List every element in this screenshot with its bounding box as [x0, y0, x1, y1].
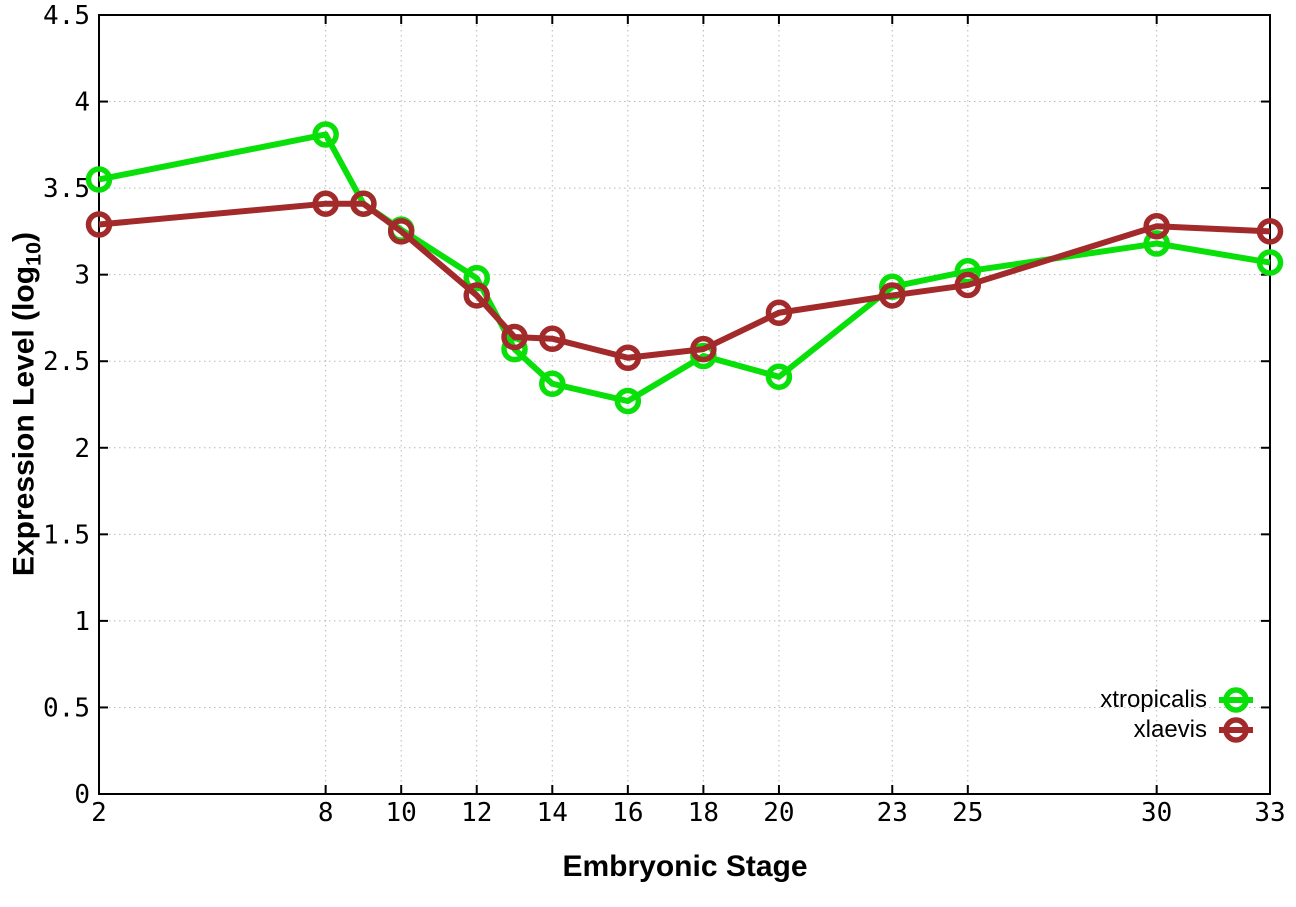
legend-item-xtropicalis: xtropicalis [1100, 685, 1254, 715]
svg-text:23: 23 [877, 798, 908, 828]
svg-text:4: 4 [74, 88, 90, 118]
plot-border [98, 14, 1271, 795]
data-point-xlaevis-stage-23 [879, 282, 906, 309]
data-point-xlaevis-stage-10 [387, 218, 415, 245]
svg-text:3: 3 [74, 261, 90, 291]
legend-item-xlaevis: xlaevis [1134, 715, 1254, 745]
svg-text:0: 0 [74, 780, 90, 810]
svg-text:3.5: 3.5 [43, 174, 90, 204]
svg-text:2: 2 [91, 798, 107, 828]
svg-text:2.5: 2.5 [43, 347, 90, 377]
svg-text:10: 10 [386, 798, 417, 828]
series-xlaevis [85, 190, 1284, 372]
x-tick-labels: 2 8 10 12 14 16 18 20 23 25 30 33 [91, 798, 1285, 828]
data-point-xtropicalis-stage-30 [1143, 230, 1170, 257]
y-axis-label-subscript: 10 [20, 241, 46, 266]
legend: xtropicalis xlaevis [1100, 685, 1254, 745]
svg-text:16: 16 [612, 798, 643, 828]
svg-text:30: 30 [1141, 798, 1172, 828]
data-point-xtropicalis-stage-25 [954, 257, 982, 285]
y-tick-labels: 0 0.5 1 1.5 2 2.5 3 3.5 4 4.5 [43, 1, 90, 810]
svg-text:1.5: 1.5 [43, 520, 90, 550]
svg-text:1: 1 [74, 607, 90, 637]
y-axis-label-suffix: ) [7, 231, 41, 242]
data-point-xtropicalis-stage-8 [312, 121, 339, 148]
line-open-circle-marker-icon [1219, 687, 1253, 713]
data-point-xtropicalis-stage-12 [463, 264, 490, 292]
data-point-xlaevis-stage-25 [954, 271, 982, 299]
svg-text:25: 25 [952, 798, 983, 828]
series-xtropicalis [85, 121, 1284, 415]
data-point-xtropicalis-stage-16 [614, 387, 642, 415]
data-point-xlaevis-stage-2 [85, 211, 113, 238]
data-point-xlaevis-stage-12 [463, 282, 490, 309]
svg-text:20: 20 [763, 798, 794, 828]
data-point-xtropicalis-stage-20 [765, 363, 793, 391]
gridlines [99, 15, 1270, 794]
svg-text:12: 12 [461, 798, 492, 828]
data-point-xlaevis-stage-18 [690, 335, 717, 363]
series-line-xlaevis [98, 200, 1271, 361]
data-point-xtropicalis-stage-14 [539, 370, 566, 397]
data-point-xlaevis-stage-33 [1256, 218, 1284, 245]
tick-marks [98, 14, 1271, 795]
svg-text:33: 33 [1254, 798, 1285, 828]
svg-text:18: 18 [688, 798, 719, 828]
svg-text:14: 14 [537, 798, 568, 828]
svg-text:0.5: 0.5 [43, 693, 90, 723]
svg-text:4.5: 4.5 [43, 1, 90, 31]
legend-label-xtropicalis: xtropicalis [1100, 686, 1207, 713]
data-point-xlaevis-stage-30 [1143, 212, 1170, 240]
svg-text:2: 2 [74, 434, 90, 464]
data-point-xlaevis-stage-13 [501, 323, 528, 351]
y-axis-label: Expression Level (log10) [8, 232, 47, 576]
data-point-xlaevis-stage-20 [765, 299, 793, 327]
legend-label-xlaevis: xlaevis [1133, 716, 1207, 743]
data-point-xtropicalis-stage-2 [85, 166, 113, 193]
x-axis-label: Embryonic Stage [562, 850, 808, 883]
y-axis-label-text: Expression Level (log [7, 265, 41, 577]
data-point-xtropicalis-stage-33 [1256, 249, 1284, 276]
data-point-xlaevis-stage-16 [614, 344, 642, 372]
svg-text:8: 8 [318, 798, 334, 828]
data-point-xlaevis-stage-14 [539, 325, 566, 352]
line-open-circle-marker-icon [1219, 717, 1253, 743]
data-point-xlaevis-stage-9 [350, 190, 377, 217]
data-point-xlaevis-stage-8 [312, 190, 339, 217]
